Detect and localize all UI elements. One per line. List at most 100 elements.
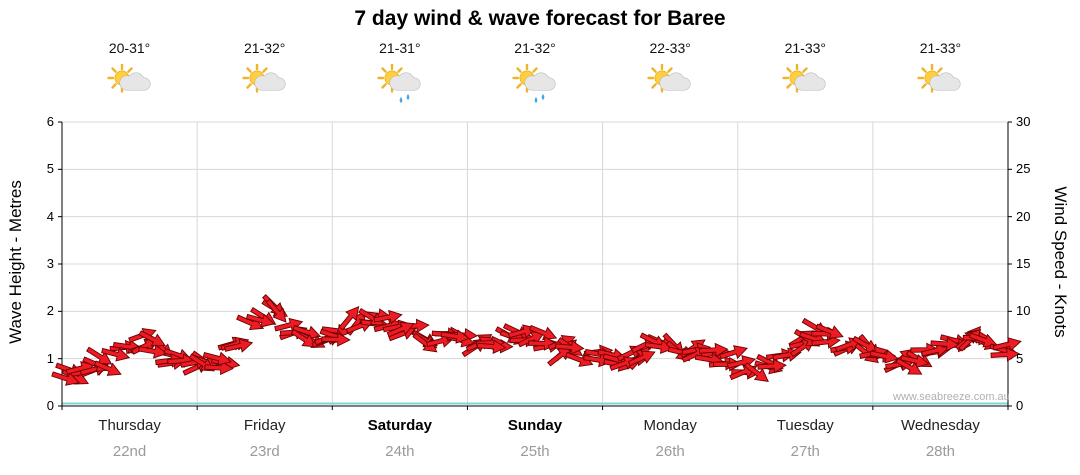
cloud-part	[801, 83, 821, 90]
cloud-part	[125, 83, 145, 90]
cloud-icon	[119, 72, 151, 91]
weather-icon-wrapper	[646, 63, 694, 110]
day-date-label: 24th	[385, 443, 415, 460]
wind-arrow	[900, 354, 930, 369]
y-left-tick-label: 6	[46, 114, 54, 129]
cloud-icon	[929, 72, 961, 91]
wind-arrow	[138, 330, 166, 347]
weather-icon-wrapper	[511, 63, 559, 110]
watermark: www.seabreeze.com.au	[893, 391, 1010, 403]
sun-cloud-icon	[782, 63, 826, 93]
wind-arrow	[992, 337, 1022, 352]
day-temperature-range: 21-33°	[784, 40, 826, 56]
wind-arrow	[245, 313, 275, 328]
wind-arrow	[321, 332, 351, 347]
day-name-label: Thursday	[98, 417, 161, 434]
y-right-tick-label: 30	[1016, 114, 1031, 129]
sun-ray	[516, 83, 522, 89]
cloud-icon	[389, 72, 421, 91]
cloud-icon	[659, 72, 691, 91]
wind-arrow	[386, 321, 415, 338]
day-name-label: Friday	[243, 417, 286, 434]
day-temperature-range: 20-31°	[108, 40, 151, 56]
y-left-tick-label: 2	[46, 303, 54, 319]
sun-ray	[381, 67, 387, 73]
wind-arrow	[224, 338, 254, 353]
sun-ray	[110, 67, 117, 73]
y-right-tick-label: 15	[1016, 256, 1031, 271]
wind-arrow	[86, 346, 113, 365]
sun-ray	[921, 83, 928, 89]
weather-icon-wrapper	[916, 63, 964, 110]
wind-arrow	[869, 349, 899, 364]
wind-arrow	[990, 347, 1021, 362]
rain-drop-icon	[541, 94, 545, 100]
day-date-label: 28th	[925, 443, 956, 460]
wind-arrow	[51, 371, 81, 386]
day-name-label: Wednesday	[900, 417, 980, 434]
wind-arrow	[290, 328, 317, 348]
sun-ray	[261, 67, 268, 73]
wind-arrow	[968, 332, 998, 348]
wind-arrow-series	[51, 294, 1022, 386]
wind-arrow	[895, 357, 923, 375]
wind-arrow	[204, 360, 234, 376]
weather-icon-wrapper	[376, 63, 424, 110]
cloud-part	[666, 83, 686, 90]
sun-ray	[651, 83, 657, 89]
wind-arrow	[719, 345, 748, 360]
wind-arrow	[517, 331, 546, 348]
wind-arrow	[93, 360, 122, 376]
y-left-tick-label: 4	[46, 208, 54, 224]
cloud-part	[395, 83, 415, 90]
cloud-part	[260, 83, 280, 90]
y-right-tick-label: 25	[1016, 161, 1031, 177]
wind-arrow	[265, 298, 287, 323]
wind-arrow	[138, 344, 168, 359]
day-temperature-range: 21-32°	[514, 40, 556, 56]
day-temperature-range: 22-33°	[649, 40, 691, 56]
weather-icon-wrapper	[241, 63, 289, 110]
weather-icon-wrapper	[781, 63, 829, 110]
day-date-label: 22nd	[112, 443, 147, 460]
day-temperature-range: 21-33°	[919, 40, 962, 56]
day-name-label: Tuesday	[776, 417, 834, 434]
day-date-label: 27th	[790, 443, 820, 460]
sun-ray	[246, 67, 252, 73]
wind-arrow	[101, 347, 131, 362]
y-right-tick-label: 10	[1016, 303, 1031, 319]
wind-arrow	[644, 339, 675, 354]
rain-drop-icon	[534, 97, 538, 103]
day-name-label: Saturday	[367, 417, 432, 434]
wind-arrow	[476, 339, 507, 354]
page-title: 7 day wind & wave forecast for Baree	[354, 7, 726, 30]
sun-ray	[246, 83, 252, 89]
sun-cloud-icon	[106, 63, 151, 93]
wind-arrow	[555, 340, 585, 355]
y-right-tick-label: 20	[1016, 208, 1031, 224]
wind-arrow	[528, 324, 558, 341]
y-left-tick-label: 1	[46, 350, 54, 366]
sun-cloud-rain-icon	[377, 63, 421, 103]
sun-ray	[786, 83, 793, 89]
sun-ray	[786, 67, 793, 73]
sun-cloud-icon	[647, 63, 691, 93]
sun-ray	[516, 67, 522, 73]
wind-arrow	[757, 358, 787, 374]
day-temperature-range: 21-31°	[379, 40, 421, 56]
wind-arrow	[930, 336, 960, 352]
y-left-tick-label: 0	[46, 398, 54, 413]
day-date-label: 25th	[520, 443, 550, 460]
rain-drop-icon	[399, 97, 403, 103]
sun-ray	[667, 67, 673, 73]
wind-arrow	[743, 362, 769, 382]
sun-ray	[937, 67, 944, 73]
sun-ray	[921, 67, 928, 73]
rain-drop-icon	[406, 94, 410, 100]
sun-ray	[802, 67, 808, 73]
cloud-icon	[254, 72, 286, 91]
sun-ray	[651, 67, 657, 73]
cloud-icon	[794, 72, 826, 91]
y-right-tick-label: 0	[1016, 398, 1024, 413]
